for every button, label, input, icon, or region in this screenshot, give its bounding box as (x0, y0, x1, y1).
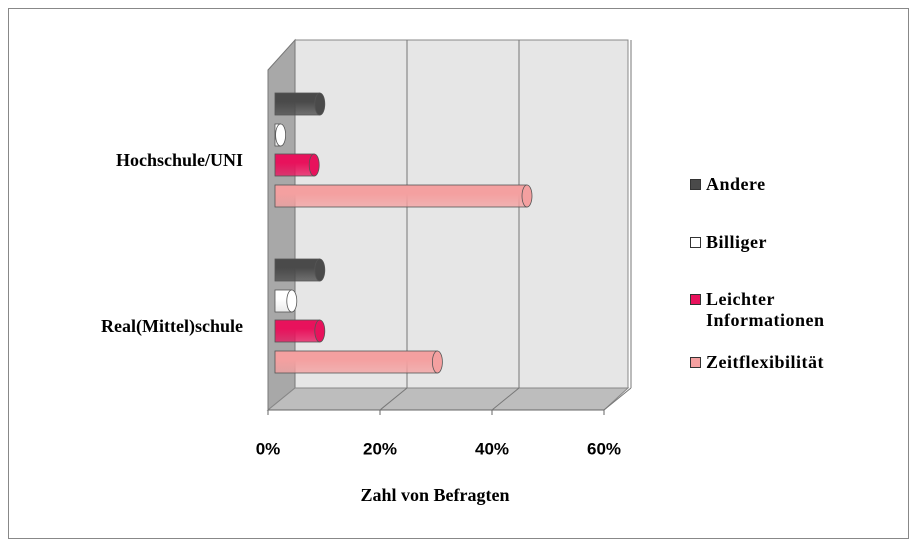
bar-body (274, 350, 438, 374)
bar (274, 184, 533, 208)
bar-body (274, 319, 321, 343)
bar (274, 350, 443, 374)
grid-line (491, 387, 520, 411)
bar (274, 92, 326, 116)
bar-cap (431, 350, 443, 374)
bar (274, 153, 320, 177)
bar-body (274, 258, 321, 282)
legend-label: Zeitflexibilität (706, 352, 824, 372)
bar (274, 123, 287, 147)
legend-label: Leichter Informationen (706, 289, 825, 330)
bar-body (274, 92, 321, 116)
legend-entry: Leichter Informationen (690, 289, 865, 331)
x-tick-label: 0% (256, 439, 281, 458)
x-axis-title: Zahl von Befragten (360, 485, 509, 505)
bar-cap (275, 123, 287, 147)
grid-line (379, 387, 408, 411)
legend-label: Billiger (706, 232, 767, 252)
back-wall (294, 39, 629, 389)
bar-cap (314, 258, 326, 282)
x-tick-label: 60% (587, 439, 621, 458)
floor (266, 387, 630, 411)
y-tick-label: Hochschule/UNI (116, 150, 243, 170)
bar (274, 258, 326, 282)
x-tick-label: 40% (475, 439, 509, 458)
bar-cap (286, 289, 298, 313)
legend-entry: Andere (690, 174, 865, 195)
legend-entry: Billiger (690, 232, 865, 253)
legend-entry: Zeitflexibilität (690, 352, 865, 373)
bar-cap (521, 184, 533, 208)
bar (274, 319, 326, 343)
x-tick-label: 20% (363, 439, 397, 458)
bar (274, 289, 298, 313)
bar-cap (314, 92, 326, 116)
legend-swatch (690, 357, 701, 368)
bar-cap (308, 153, 320, 177)
grid-line (603, 387, 632, 411)
legend-swatch (690, 237, 701, 248)
bar-body (274, 184, 528, 208)
bar-cap (314, 319, 326, 343)
legend-swatch (690, 294, 701, 305)
bar-body (274, 153, 315, 177)
legend-swatch (690, 179, 701, 190)
y-tick-label: Real(Mittel)schule (101, 316, 243, 337)
legend-label: Andere (706, 174, 766, 194)
